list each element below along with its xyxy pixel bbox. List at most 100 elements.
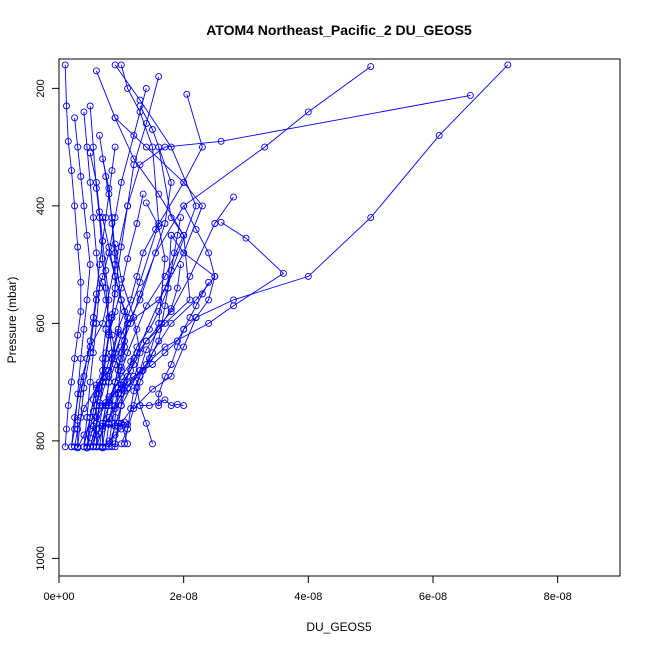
data-point <box>68 167 75 175</box>
plot-frame <box>58 58 621 577</box>
data-point <box>63 425 70 433</box>
data-point <box>92 290 100 298</box>
data-point <box>167 305 175 313</box>
data-point <box>180 249 188 257</box>
data-point <box>105 314 113 321</box>
data-point <box>89 349 97 357</box>
data-point <box>145 402 153 410</box>
plot-area <box>61 61 512 452</box>
x-tick-label: 2e-08 <box>170 591 198 603</box>
data-point <box>89 314 97 321</box>
data-point <box>158 319 166 327</box>
x-axis: 0e+00 2e-08 4e-08 6e-08 8e-08 <box>44 575 572 603</box>
data-point <box>89 408 97 415</box>
profile-series-27 <box>83 190 147 452</box>
data-point <box>167 267 175 274</box>
data-point <box>177 261 185 269</box>
data-point <box>92 249 100 257</box>
data-point <box>86 102 94 110</box>
data-point <box>279 269 287 277</box>
y-tick-label: 200 <box>35 79 47 97</box>
y-tick-label: 800 <box>35 432 47 450</box>
x-axis-title: DU_GEOS5 <box>306 620 372 634</box>
data-point <box>121 440 128 448</box>
series-line <box>64 64 82 447</box>
data-point <box>173 400 181 408</box>
data-point <box>167 361 175 368</box>
series-line <box>102 282 122 444</box>
data-point <box>155 143 163 151</box>
series-line <box>89 221 285 448</box>
series-line <box>71 94 471 447</box>
data-point <box>127 358 135 366</box>
data-point <box>96 131 103 139</box>
data-point <box>133 272 141 280</box>
data-point <box>161 302 169 310</box>
series-line <box>111 64 197 447</box>
data-point <box>180 202 188 210</box>
data-point <box>105 437 113 445</box>
x-tick-label: 8e-08 <box>544 591 572 603</box>
data-point <box>155 390 163 398</box>
data-point <box>124 420 132 428</box>
data-point <box>242 234 250 242</box>
data-point <box>133 343 141 351</box>
profile-series-35 <box>136 396 188 410</box>
data-point <box>127 296 135 304</box>
data-point <box>117 384 125 392</box>
data-point <box>77 390 85 398</box>
data-point <box>186 272 194 280</box>
data-point <box>136 102 144 110</box>
data-point <box>99 155 107 163</box>
data-point <box>102 267 110 274</box>
data-point <box>304 108 312 116</box>
data-point <box>74 331 82 339</box>
data-point <box>304 272 312 280</box>
data-point <box>105 420 113 428</box>
data-point <box>217 218 225 226</box>
data-point <box>80 372 88 380</box>
data-point <box>139 190 147 198</box>
data-point <box>83 231 91 239</box>
data-point <box>117 243 125 251</box>
data-point <box>80 384 88 392</box>
data-point <box>139 249 147 257</box>
data-point <box>198 290 206 298</box>
data-point <box>167 143 175 151</box>
data-point <box>86 425 94 433</box>
data-point <box>161 396 169 404</box>
data-point <box>92 319 100 327</box>
data-point <box>96 284 103 292</box>
data-point <box>83 143 91 151</box>
data-point <box>80 108 88 116</box>
data-point <box>124 349 132 357</box>
data-point <box>108 331 116 339</box>
data-point <box>367 214 375 222</box>
data-point <box>64 137 72 145</box>
data-point <box>142 84 150 92</box>
data-point <box>186 314 194 321</box>
data-point <box>177 214 185 222</box>
data-point <box>198 143 206 151</box>
data-point <box>121 337 128 345</box>
data-point <box>142 346 150 354</box>
data-point <box>111 361 119 368</box>
data-point <box>164 284 172 292</box>
data-point <box>111 143 119 151</box>
profile-series-31 <box>133 261 185 448</box>
y-tick-label: 400 <box>35 197 47 215</box>
data-point <box>92 390 100 398</box>
data-point <box>74 443 82 451</box>
data-point <box>111 290 119 298</box>
data-point <box>435 131 443 139</box>
profile-series-7 <box>68 91 474 451</box>
data-point <box>152 249 160 257</box>
data-point <box>136 290 144 298</box>
data-point <box>149 440 156 448</box>
data-point <box>117 425 125 433</box>
data-point <box>105 396 113 404</box>
data-point <box>205 319 213 327</box>
data-point <box>155 190 163 198</box>
series-line <box>83 111 100 447</box>
data-point <box>99 372 107 380</box>
